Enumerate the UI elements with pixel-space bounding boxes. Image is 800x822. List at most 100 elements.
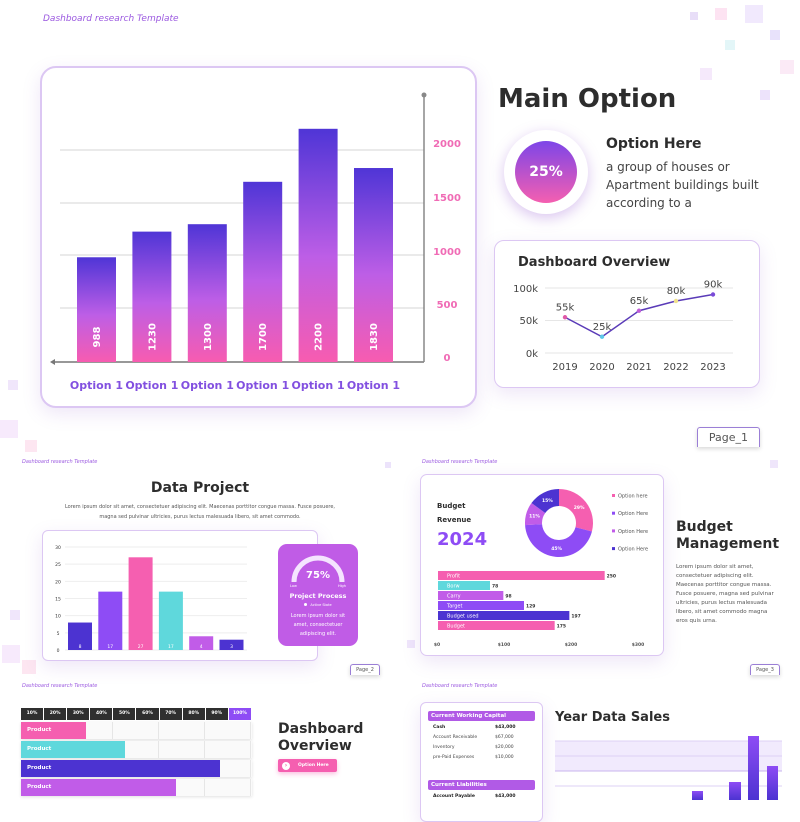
option-title: Option Here (606, 136, 702, 152)
y-tick-label: 25 (55, 562, 61, 568)
x-tick-label: Option 1 (125, 379, 178, 392)
x-tick-label: Option 1 (236, 379, 289, 392)
page-tab-1[interactable]: Page_1 (697, 427, 760, 447)
x-tick-label: Option 1 (70, 379, 123, 392)
ledger-row: Account Receivable $67,000 (433, 735, 516, 745)
dashboard-overview-title: Dashboard (278, 721, 364, 737)
bar (298, 128, 338, 362)
bar-value-label: 8 (79, 644, 82, 650)
process-arc (291, 555, 345, 583)
x-tick-label: 2022 (663, 362, 688, 373)
legend-swatch (612, 494, 615, 497)
process-text: adipiscing elit. (299, 631, 337, 637)
progress-bar: Product (21, 722, 86, 739)
data-project-chart: 30 25 20 15 10 5 0 8 17 27 17 4 3 (55, 545, 247, 654)
page-tab-3[interactable]: Page_3 (750, 664, 780, 675)
bar-value-label: 1830 (369, 323, 380, 351)
pixel-square (10, 610, 20, 620)
liabilities-rows: Account Payable $43,000 (433, 794, 516, 804)
ledger-row: pre-Paid Expenses $10,000 (433, 755, 516, 765)
header-cell: 50% (113, 708, 136, 720)
template-label: Dashboard research Template (422, 683, 498, 689)
hbar-category: Target (446, 604, 463, 610)
x-tick-label: $0 (434, 642, 440, 648)
pixel-square (715, 8, 727, 20)
bar-value-label: 1300 (203, 323, 214, 351)
legend-swatch (612, 547, 615, 551)
process-value: 75% (306, 570, 330, 581)
revenue-label: Revenue (437, 516, 472, 524)
slice-label: 15% (542, 498, 553, 504)
description-line: Fusce posuere, magna sed pulvinar (676, 591, 774, 597)
description-line: ultricies, purus lectus malesuada (676, 600, 768, 606)
ledger-label: pre-Paid Expenses (433, 755, 475, 760)
y-tick-label: 30 (55, 545, 61, 551)
option-text-line: according to a (606, 196, 692, 210)
slice-label: 11% (529, 513, 540, 519)
budget-charts: 29% 45% 11% 15% Option here Option Here Option… (434, 489, 648, 648)
pixel-square (22, 660, 36, 674)
bar (219, 639, 244, 650)
header-cell: 20% (44, 708, 67, 720)
legend-label: Option Here (618, 547, 648, 553)
budget-label: Budget (437, 502, 466, 510)
ledger-label: Account Receivable (433, 735, 478, 740)
process-text: amet, consectetuer (293, 622, 343, 628)
hbar-category: Carry (447, 594, 461, 600)
y-tick-label: 2000 (433, 139, 461, 150)
y-tick-label: 20 (55, 579, 61, 585)
percent-gauge: 25% (504, 130, 588, 214)
data-label: 80k (667, 286, 686, 297)
ledger-row: Account Payable $43,000 (433, 794, 516, 804)
pixel-square (25, 440, 37, 452)
budget-management-title: Budget (676, 519, 733, 535)
overview-card: Dashboard Overview (494, 240, 760, 388)
project-process-card: 75% Low High Project Process Active Stat… (278, 544, 358, 646)
sales-bar (692, 791, 703, 800)
bar-value-label: 17 (168, 644, 174, 650)
y-tick-label: 0 (57, 648, 60, 654)
option-here-button[interactable]: › Option Here (278, 759, 337, 772)
description-line: libero, sit amet commodo magna (676, 609, 768, 615)
x-tick-label: $200 (565, 642, 578, 648)
ledger-value: $43,000 (495, 725, 516, 730)
data-point (562, 315, 568, 320)
pixel-square (2, 645, 20, 663)
ledger-row: Cash $43,000 (433, 725, 516, 735)
y-tick-label: 10 (55, 614, 61, 620)
ledger-value: $43,000 (495, 794, 516, 799)
hbar-value-label: 175 (557, 624, 566, 630)
hbar (438, 621, 555, 630)
data-point (673, 298, 679, 304)
option-text-line: Apartment buildings built (606, 178, 759, 192)
bar (158, 591, 183, 650)
liabilities-header: Current Liabilities (428, 780, 535, 790)
bar (77, 257, 116, 362)
data-point (710, 292, 716, 297)
capital-rows: Cash $43,000 Account Receivable $67,000 Inve… (433, 725, 516, 765)
template-label: Dashboard research Template (422, 459, 498, 465)
bar (354, 168, 393, 362)
donut-slice (559, 489, 593, 532)
bar-value-label: 1230 (147, 323, 158, 351)
bar (98, 591, 123, 650)
pixel-square (700, 68, 712, 80)
bar (68, 622, 92, 650)
process-state: Active State (310, 603, 332, 607)
table-header: 10% 20% 30% 40% 50% 60% 70% 80% 90% 100% (21, 708, 252, 720)
status-dot-icon (304, 603, 308, 606)
donut-slice (525, 503, 546, 526)
x-tick-label: Option 1 (292, 379, 345, 392)
page-tab-2[interactable]: Page_2 (350, 664, 380, 675)
pixel-square (760, 90, 770, 100)
bar (128, 557, 153, 650)
pixel-square (745, 5, 763, 23)
hbar-category: Budget (447, 624, 465, 630)
progress-bar: Product (21, 741, 125, 758)
bar (132, 231, 172, 362)
option-text-line: a group of houses or (606, 160, 730, 174)
x-tick-label: Option 1 (181, 379, 234, 392)
slice-label: 45% (551, 546, 562, 552)
y-tick-label: 100k (513, 284, 538, 295)
ledger-value: $20,000 (495, 745, 514, 750)
